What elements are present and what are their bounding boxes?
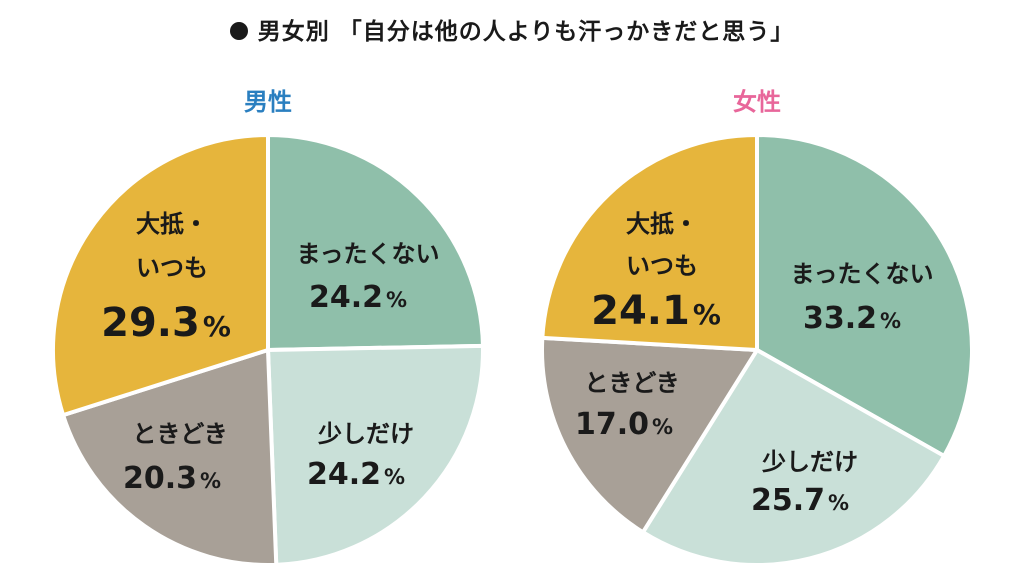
- slice-label: まったくない: [296, 240, 439, 268]
- pie-slice: [540, 133, 759, 352]
- slice-label: ときどき: [132, 420, 227, 448]
- chart-title-text: 男女別 「自分は他の人よりも汗っかきだと思う」: [257, 19, 795, 45]
- slice-label: いつも: [626, 252, 698, 280]
- pie-slice: [266, 133, 485, 352]
- slice-label: 少しだけ: [761, 448, 858, 476]
- bullet-icon: [229, 22, 248, 40]
- slice-label: 少しだけ: [317, 420, 414, 448]
- pie-title-female: 女性: [733, 88, 781, 116]
- slice-label: 大抵・: [136, 210, 208, 238]
- slice-label: ときどき: [584, 369, 679, 397]
- pie-title-male: 男性: [244, 88, 292, 116]
- slice-label: 大抵・: [626, 210, 698, 238]
- pie-slice: [61, 348, 279, 567]
- pie-slice: [640, 348, 947, 567]
- slice-label: いつも: [136, 254, 208, 282]
- pie-slice: [266, 343, 485, 567]
- pie-slice: [755, 133, 974, 458]
- chart-title: 男女別 「自分は他の人よりも汗っかきだと思う」: [0, 12, 1024, 46]
- slice-value-label: 24.2%: [307, 457, 405, 492]
- pie-slice: [539, 335, 759, 535]
- slice-label: まったくない: [790, 260, 933, 288]
- slice-value-label: 29.3%: [101, 300, 231, 346]
- pie-slice: [51, 133, 270, 418]
